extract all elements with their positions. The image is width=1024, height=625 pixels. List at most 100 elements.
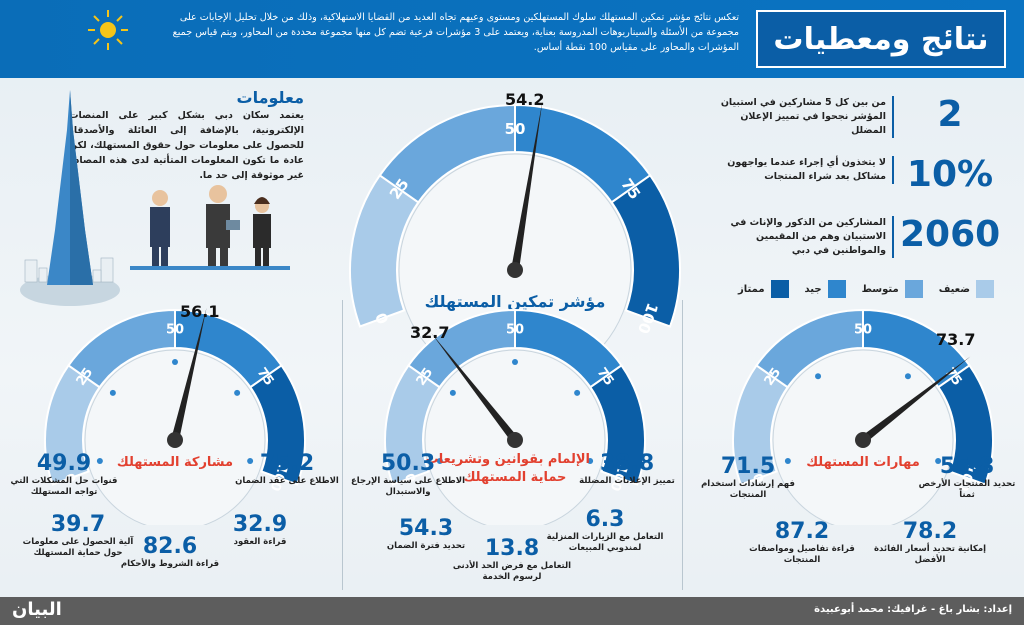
- participation-gauge-value: 56.1: [180, 302, 220, 321]
- skills-gauge-marker: [815, 373, 822, 380]
- item-text: تحديد المنتجات الأرخص ثمناً: [918, 479, 1016, 500]
- participation-gauge-marker: [109, 389, 116, 396]
- laws-gauge-marker: [449, 389, 456, 396]
- item-value: 32.9: [232, 512, 288, 537]
- laws-gauge-marker: [436, 457, 443, 464]
- item-value: 49.9: [36, 451, 92, 476]
- info-title: معلومات: [236, 88, 305, 107]
- item-value: 75.2: [259, 451, 315, 476]
- item-text: الاطلاع على عقد الضمان: [235, 476, 339, 486]
- legend-item-weak: ضعيف: [939, 280, 994, 298]
- stat-text: المشاركين من الذكور والإناث في الاستبيان…: [706, 216, 894, 258]
- divider: [682, 300, 683, 590]
- participation-gauge-segment: [248, 364, 306, 486]
- legend-item-medium: متوسط: [862, 280, 923, 298]
- skills-item: 87.2 قراءة تفاصيل ومواصفات المنتجات: [742, 520, 862, 566]
- participation-item: 75.2 الاطلاع على عقد الضمان: [232, 452, 342, 487]
- participation-item: 49.9 قنوات حل المشكلات التي تواجه المسته…: [4, 452, 124, 498]
- participation-gauge-marker: [247, 457, 254, 464]
- skills-gauge-tick-label: 50: [854, 323, 872, 338]
- laws-item: 50.3 الاطلاع على سياسة الإرجاع والاستبدا…: [348, 452, 468, 498]
- item-value: 55.8: [939, 454, 995, 479]
- sun-icon: [88, 10, 128, 50]
- legend-swatch: [904, 280, 923, 298]
- intro-text: تعكس نتائج مؤشر تمكين المستهلك سلوك المس…: [172, 12, 739, 53]
- participation-gauge-needle: [171, 307, 207, 441]
- participation-item: 82.6 قراءة الشروط والأحكام: [110, 535, 230, 570]
- item-value: 87.2: [774, 519, 830, 544]
- item-text: التعامل مع الزيارات المنزلية لمندوبي الم…: [546, 532, 664, 553]
- laws-gauge-marker: [574, 389, 581, 396]
- stat-text: لا يتخذون أي إجراء عندما يواجهون مشاكل ب…: [706, 156, 894, 184]
- publisher-logo: البيان: [12, 599, 62, 620]
- laws-item: 6.3 التعامل مع الزيارات المنزلية لمندوبي…: [545, 508, 665, 554]
- skills-gauge-value: 73.7: [936, 330, 976, 349]
- participation-gauge-marker: [172, 359, 178, 365]
- item-value: 39.7: [50, 512, 106, 537]
- participation-item: 39.7 آلية الحصول على معلومات حول حماية ا…: [18, 513, 138, 559]
- legend: ضعيف متوسط جيد ممتاز: [738, 280, 994, 298]
- item-text: قراءة تفاصيل ومواصفات المنتجات: [749, 544, 855, 565]
- skills-gauge-needle: [860, 356, 971, 444]
- laws-gauge-label-line2: حماية المستهلك: [463, 470, 567, 485]
- participation-gauge-marker: [96, 457, 103, 464]
- item-text: قنوات حل المشكلات التي تواجه المستهلك: [10, 476, 118, 497]
- stat-misleading-ads: 2 من بين كل 5 مشاركين في استبيان المؤشر …: [710, 92, 1010, 138]
- item-text: آلية الحصول على معلومات حول حماية المسته…: [22, 537, 134, 558]
- participation-gauge-tick-label: 50: [166, 323, 184, 338]
- laws-gauge-hub: [507, 432, 523, 448]
- legend-label: جيد: [804, 283, 822, 295]
- legend-swatch: [976, 280, 994, 298]
- main-gauge-label: مؤشر تمكين المستهلك: [424, 292, 606, 311]
- item-text: تحديد فترة الضمان: [386, 541, 466, 551]
- laws-gauge-segment: [588, 364, 646, 486]
- laws-item: 54.3 تحديد فترة الضمان: [366, 517, 486, 552]
- info-text: يعتمد سكان دبي بشكل كبير على المنصات الإ…: [69, 110, 304, 181]
- item-text: إمكانية تحديد أسعار الفائدة الأفضل: [873, 544, 987, 565]
- participation-gauge-label: مشاركة المستهلك: [116, 455, 234, 470]
- item-value: 78.2: [902, 519, 958, 544]
- businesspeople-illustration: [130, 185, 290, 270]
- skills-gauge-marker: [935, 457, 942, 464]
- item-value: 13.8: [484, 536, 540, 561]
- main-gauge-needle: [511, 101, 543, 271]
- item-text: الاطلاع على سياسة الإرجاع والاستبدال: [350, 476, 466, 497]
- skills-gauge-marker: [904, 373, 911, 380]
- item-value: 38.8: [599, 451, 655, 476]
- item-text: قراءة العقود: [233, 537, 287, 547]
- participation-gauge-hub: [167, 432, 183, 448]
- laws-item: 13.8 التعامل مع فرض الحد الأدنى لرسوم ال…: [452, 537, 572, 583]
- participation-gauge-marker: [234, 389, 241, 396]
- laws-gauge-needle: [431, 332, 519, 443]
- skills-item: 78.2 إمكانية تحديد أسعار الفائدة الأفضل: [870, 520, 990, 566]
- item-value: 71.5: [720, 454, 776, 479]
- main-gauge-hub: [507, 262, 523, 278]
- participation-item: 32.9 قراءة العقود: [200, 513, 320, 548]
- main-gauge-segment: [610, 173, 681, 328]
- stat-value: 2060: [900, 214, 1001, 255]
- header-banner: نتائج ومعطيات تعكس نتائج مؤشر تمكين المس…: [0, 0, 1024, 78]
- legend-swatch: [770, 280, 789, 298]
- page-title: نتائج ومعطيات: [756, 10, 1006, 68]
- skills-gauge-label: مهارات المستهلك: [806, 455, 920, 470]
- laws-gauge-tick-label: 50: [506, 323, 524, 338]
- legend-item-good: جيد: [805, 280, 846, 298]
- item-text: قراءة الشروط والأحكام: [120, 559, 220, 569]
- legend-item-excellent: ممتاز: [738, 280, 789, 298]
- item-value: 6.3: [585, 507, 625, 532]
- item-text: تمييز الإعلانات المضللة: [579, 476, 675, 486]
- legend-label: متوسط: [861, 283, 899, 295]
- stat-value: 10%: [906, 154, 994, 195]
- footer-credit: إعداد: بشار باغ - غرافيك: محمد أبوعبيدة: [814, 604, 1012, 615]
- item-text: فهم إرشادات استخدام المنتجات: [701, 479, 795, 500]
- item-value: 82.6: [142, 534, 198, 559]
- legend-label: ممتاز: [738, 283, 765, 295]
- stat-value: 2: [937, 94, 963, 135]
- main-gauge-tick-label: 50: [505, 120, 526, 138]
- skills-gauge-hub: [855, 432, 871, 448]
- skills-item: 55.8 تحديد المنتجات الأرخص ثمناً: [912, 455, 1022, 501]
- stat-no-action: 10% لا يتخذون أي إجراء عندما يواجهون مشا…: [710, 152, 1010, 198]
- laws-item: 38.8 تمييز الإعلانات المضللة: [572, 452, 682, 487]
